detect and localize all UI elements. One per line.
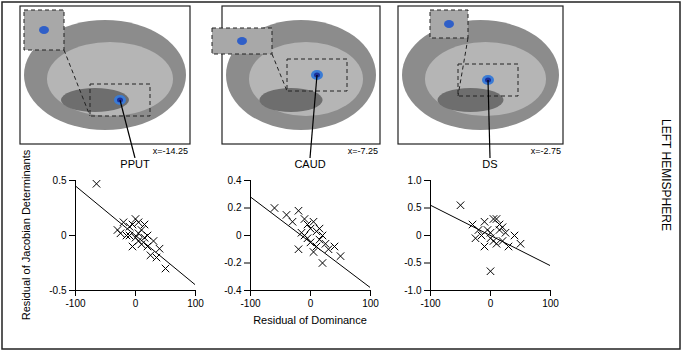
svg-text:x=-7.25: x=-7.25 [348,146,378,156]
svg-text:-0.5: -0.5 [49,285,67,296]
svg-text:-0.4: -0.4 [224,285,242,296]
svg-text:-0.5: -0.5 [404,257,422,268]
svg-text:Residual of Jacobian Determina: Residual of Jacobian Determinants [20,149,32,320]
svg-text:x=-14.25: x=-14.25 [153,146,188,156]
svg-text:-100: -100 [420,298,440,309]
svg-text:-1.0: -1.0 [404,285,422,296]
svg-text:0.5: 0.5 [53,175,67,186]
svg-text:0: 0 [308,298,314,309]
svg-text:0: 0 [133,298,139,309]
svg-text:100: 100 [362,298,379,309]
svg-text:-100: -100 [65,298,85,309]
svg-text:0: 0 [416,230,422,241]
svg-text:0: 0 [488,298,494,309]
svg-text:0.4: 0.4 [228,175,242,186]
svg-text:LEFT HEMISPHERE: LEFT HEMISPHERE [659,119,673,231]
svg-text:1.0: 1.0 [408,175,422,186]
svg-text:Residual of Dominance: Residual of Dominance [253,314,367,326]
html-text:PPUT: PPUT [120,158,150,170]
svg-text:-0.2: -0.2 [224,257,242,268]
html-text:DS: DS [482,158,498,170]
html-text:CAUD: CAUD [294,158,326,170]
svg-text:100: 100 [542,298,559,309]
svg-text:100: 100 [187,298,204,309]
svg-text:-100: -100 [240,298,260,309]
svg-text:0.2: 0.2 [228,202,242,213]
svg-text:x=-2.75: x=-2.75 [531,146,561,156]
svg-text:0: 0 [236,230,242,241]
svg-text:0.5: 0.5 [408,202,422,213]
svg-text:0: 0 [61,230,67,241]
